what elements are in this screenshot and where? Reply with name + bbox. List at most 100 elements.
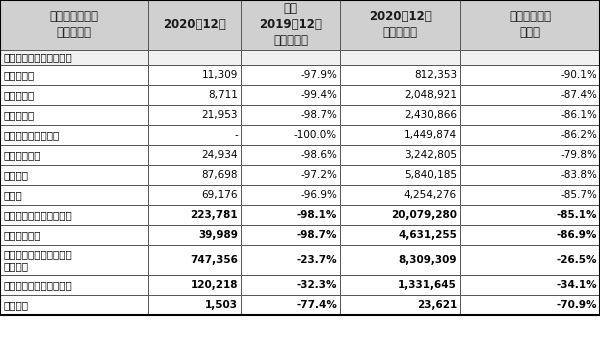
Bar bbox=[0, 85, 148, 105]
Text: 貨物及郵件收入噸千米數
（千位）: 貨物及郵件收入噸千米數 （千位） bbox=[4, 249, 73, 271]
Bar bbox=[0, 185, 148, 205]
Bar bbox=[241, 185, 340, 205]
Bar bbox=[148, 65, 241, 85]
Bar bbox=[460, 205, 600, 225]
Text: -85.1%: -85.1% bbox=[557, 210, 597, 220]
Bar bbox=[340, 50, 460, 65]
Bar bbox=[460, 50, 600, 65]
Bar bbox=[148, 85, 241, 105]
Text: -83.8%: -83.8% bbox=[560, 170, 597, 180]
Bar bbox=[241, 125, 340, 145]
Bar bbox=[0, 245, 148, 275]
Text: -: - bbox=[234, 130, 238, 140]
Bar bbox=[340, 0, 460, 50]
Bar bbox=[340, 105, 460, 125]
Bar bbox=[460, 295, 600, 315]
Bar bbox=[148, 225, 241, 245]
Text: -90.1%: -90.1% bbox=[560, 70, 597, 80]
Text: 39,989: 39,989 bbox=[198, 230, 238, 240]
Bar bbox=[148, 125, 241, 145]
Bar bbox=[148, 50, 241, 65]
Text: -97.9%: -97.9% bbox=[300, 70, 337, 80]
Bar bbox=[241, 105, 340, 125]
Bar bbox=[340, 50, 460, 65]
Text: -32.3%: -32.3% bbox=[296, 280, 337, 290]
Bar bbox=[340, 185, 460, 205]
Text: 69,176: 69,176 bbox=[202, 190, 238, 200]
Bar bbox=[0, 165, 148, 185]
Bar bbox=[460, 105, 600, 125]
Bar bbox=[340, 185, 460, 205]
Text: 4,631,255: 4,631,255 bbox=[398, 230, 457, 240]
Text: 1,449,874: 1,449,874 bbox=[404, 130, 457, 140]
Bar bbox=[340, 225, 460, 245]
Bar bbox=[460, 165, 600, 185]
Bar bbox=[0, 125, 148, 145]
Bar bbox=[340, 165, 460, 185]
Text: -98.1%: -98.1% bbox=[296, 210, 337, 220]
Bar bbox=[241, 185, 340, 205]
Bar bbox=[340, 85, 460, 105]
Text: -86.1%: -86.1% bbox=[560, 110, 597, 120]
Bar bbox=[241, 225, 340, 245]
Text: －歐洲: －歐洲 bbox=[4, 190, 23, 200]
Bar bbox=[148, 295, 241, 315]
Bar bbox=[0, 105, 148, 125]
Bar bbox=[340, 205, 460, 225]
Bar bbox=[241, 0, 340, 50]
Bar bbox=[340, 165, 460, 185]
Bar bbox=[460, 0, 600, 50]
Bar bbox=[148, 0, 241, 50]
Text: -99.4%: -99.4% bbox=[300, 90, 337, 100]
Bar bbox=[0, 275, 148, 295]
Bar bbox=[460, 65, 600, 85]
Bar bbox=[340, 275, 460, 295]
Text: 2020年12個
月累積數字: 2020年12個 月累積數字 bbox=[368, 10, 431, 39]
Bar bbox=[148, 185, 241, 205]
Text: -87.4%: -87.4% bbox=[560, 90, 597, 100]
Bar bbox=[0, 205, 148, 225]
Bar bbox=[241, 205, 340, 225]
Bar bbox=[340, 125, 460, 145]
Bar bbox=[0, 205, 148, 225]
Text: 812,353: 812,353 bbox=[414, 70, 457, 80]
Bar bbox=[340, 65, 460, 85]
Bar bbox=[340, 145, 460, 165]
Bar bbox=[460, 125, 600, 145]
Bar bbox=[0, 50, 148, 65]
Bar bbox=[0, 145, 148, 165]
Text: 5,840,185: 5,840,185 bbox=[404, 170, 457, 180]
Text: 11,309: 11,309 bbox=[202, 70, 238, 80]
Text: -98.7%: -98.7% bbox=[300, 110, 337, 120]
Bar bbox=[241, 0, 340, 50]
Text: -70.9%: -70.9% bbox=[557, 300, 597, 310]
Bar bbox=[340, 245, 460, 275]
Bar bbox=[241, 275, 340, 295]
Bar bbox=[148, 295, 241, 315]
Text: 載運乘客人次: 載運乘客人次 bbox=[4, 230, 41, 240]
Bar bbox=[0, 0, 148, 50]
Text: -98.6%: -98.6% bbox=[300, 150, 337, 160]
Text: 120,218: 120,218 bbox=[191, 280, 238, 290]
Bar bbox=[148, 85, 241, 105]
Bar bbox=[460, 145, 600, 165]
Text: 今年至今差額
百分比: 今年至今差額 百分比 bbox=[509, 10, 551, 39]
Bar bbox=[148, 275, 241, 295]
Bar bbox=[460, 245, 600, 275]
Text: -23.7%: -23.7% bbox=[296, 255, 337, 265]
Bar bbox=[241, 125, 340, 145]
Text: 4,254,276: 4,254,276 bbox=[404, 190, 457, 200]
Text: 24,934: 24,934 bbox=[202, 150, 238, 160]
Bar bbox=[460, 185, 600, 205]
Bar bbox=[340, 65, 460, 85]
Text: -98.7%: -98.7% bbox=[296, 230, 337, 240]
Bar bbox=[460, 85, 600, 105]
Bar bbox=[0, 65, 148, 85]
Bar bbox=[241, 165, 340, 185]
Text: 3,242,805: 3,242,805 bbox=[404, 150, 457, 160]
Bar bbox=[241, 165, 340, 185]
Bar bbox=[148, 245, 241, 275]
Bar bbox=[0, 275, 148, 295]
Bar bbox=[0, 145, 148, 165]
Bar bbox=[241, 65, 340, 85]
